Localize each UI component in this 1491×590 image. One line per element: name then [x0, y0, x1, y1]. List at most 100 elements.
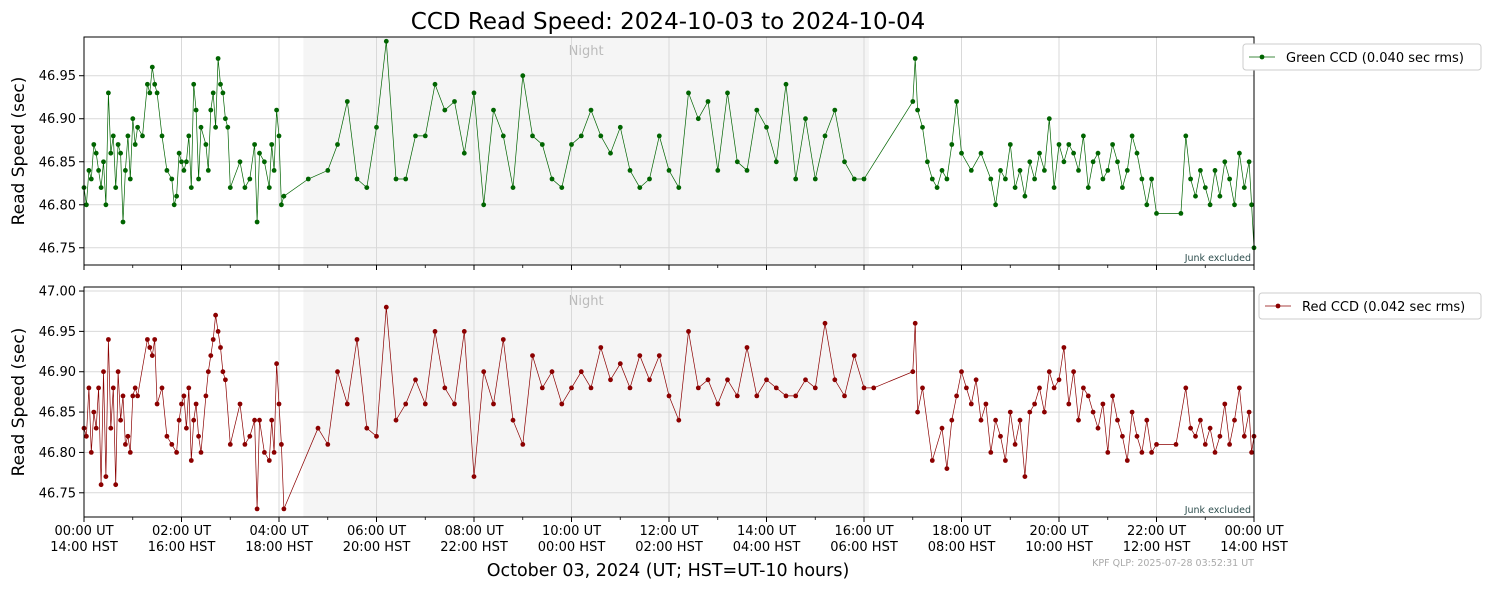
- data-point: [1076, 168, 1081, 173]
- data-point: [959, 150, 964, 156]
- y-tick-label: 46.85: [39, 155, 76, 170]
- data-point: [279, 202, 284, 208]
- junk-excluded-note: Junk excluded: [1184, 253, 1251, 264]
- data-point: [1090, 409, 1096, 415]
- data-point: [1212, 450, 1218, 455]
- data-point: [1227, 176, 1232, 182]
- x-tick-label-hst: 04:00 HST: [733, 540, 801, 555]
- data-point: [254, 506, 260, 512]
- data-point: [715, 401, 721, 407]
- data-point: [954, 393, 959, 399]
- data-point: [637, 185, 643, 191]
- data-point: [461, 150, 467, 156]
- data-point: [120, 219, 126, 225]
- data-point: [279, 442, 284, 447]
- data-point: [939, 168, 945, 173]
- y-tick-label: 46.85: [39, 406, 76, 421]
- data-point: [383, 304, 389, 310]
- data-point: [1066, 142, 1072, 147]
- data-point: [127, 176, 133, 182]
- data-point: [1061, 159, 1067, 165]
- data-point: [915, 107, 920, 113]
- data-point: [223, 377, 228, 383]
- y-tick-label: 46.75: [39, 486, 76, 501]
- data-point: [432, 81, 438, 87]
- data-point: [773, 385, 779, 391]
- data-point: [861, 385, 867, 391]
- data-point: [108, 425, 114, 431]
- data-point: [220, 90, 226, 96]
- plot-frame: [83, 36, 1255, 266]
- data-point: [968, 401, 974, 407]
- data-point: [695, 116, 701, 122]
- data-point: [1178, 211, 1184, 216]
- data-point: [1051, 185, 1057, 191]
- data-point: [725, 377, 730, 383]
- data-point: [1193, 193, 1198, 199]
- x-tick-label-hst: 14:00 HST: [50, 540, 118, 555]
- data-point: [481, 369, 487, 375]
- data-point: [647, 176, 652, 182]
- x-tick-label-ut: 22:00 UT: [1127, 524, 1186, 539]
- data-point: [803, 116, 808, 122]
- data-point: [1198, 168, 1203, 173]
- data-point: [159, 385, 165, 391]
- data-point: [113, 482, 119, 488]
- data-point: [912, 320, 918, 326]
- data-point: [510, 417, 516, 423]
- data-point: [210, 90, 216, 96]
- data-point: [725, 90, 730, 96]
- data-point: [252, 417, 257, 423]
- data-point: [1007, 142, 1013, 147]
- data-point: [213, 124, 219, 130]
- data-point: [569, 142, 574, 147]
- data-point: [86, 168, 92, 173]
- data-point: [1217, 193, 1223, 199]
- data-point: [262, 159, 267, 165]
- data-point: [344, 99, 350, 104]
- series-line: [83, 41, 1255, 248]
- data-point: [203, 142, 209, 147]
- data-point: [88, 450, 94, 455]
- data-point: [925, 159, 930, 165]
- data-point: [1032, 176, 1037, 182]
- data-point: [176, 150, 182, 156]
- data-point: [1144, 202, 1150, 208]
- data-point: [1022, 474, 1028, 479]
- data-point: [84, 202, 89, 208]
- junk-excluded-note: Junk excluded: [1184, 505, 1251, 516]
- data-point: [159, 133, 165, 139]
- data-point: [393, 417, 399, 423]
- data-point: [276, 133, 282, 139]
- data-point: [686, 329, 691, 334]
- x-tick-label-hst: 22:00 HST: [440, 540, 508, 555]
- data-point: [174, 193, 180, 199]
- data-point: [734, 393, 740, 399]
- x-tick-label-ut: 04:00 UT: [249, 524, 308, 539]
- plot-frame: [83, 286, 1255, 518]
- data-point: [1017, 417, 1023, 423]
- data-point: [569, 385, 574, 391]
- data-point: [154, 90, 160, 96]
- data-point: [269, 142, 275, 147]
- data-point: [842, 393, 847, 399]
- data-point: [1081, 385, 1086, 391]
- data-point: [910, 99, 916, 104]
- data-point: [783, 81, 789, 87]
- data-point: [1012, 442, 1018, 447]
- data-point: [149, 64, 155, 70]
- data-point: [181, 393, 187, 399]
- legend-box: [1242, 43, 1482, 71]
- data-point: [393, 176, 399, 182]
- x-tick-label-hst: 02:00 HST: [635, 540, 703, 555]
- data-point: [196, 433, 202, 439]
- data-point: [578, 133, 584, 139]
- data-point: [254, 219, 260, 225]
- data-point: [968, 168, 974, 173]
- data-point: [281, 506, 287, 512]
- data-point: [184, 159, 189, 165]
- data-point: [1149, 450, 1154, 455]
- data-point: [944, 466, 950, 471]
- data-point: [1183, 133, 1189, 139]
- data-point: [344, 401, 350, 407]
